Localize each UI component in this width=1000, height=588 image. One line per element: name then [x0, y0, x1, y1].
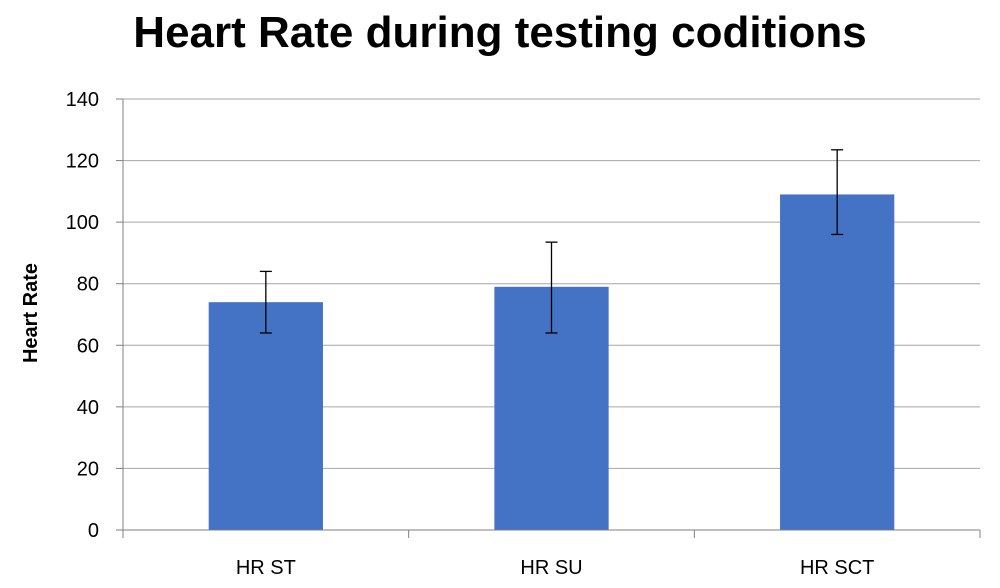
x-category-label: HR SCT — [800, 557, 874, 579]
y-tick-label: 80 — [77, 274, 99, 296]
bar-hr-st — [208, 302, 323, 530]
y-tick-label: 120 — [66, 151, 99, 173]
x-category-label: HR ST — [236, 557, 296, 579]
x-category-label: HR SU — [520, 557, 582, 579]
axes — [116, 98, 981, 538]
y-tick-label: 60 — [77, 335, 99, 357]
bar-hr-sct — [780, 194, 895, 530]
error-bars — [259, 149, 844, 334]
y-tick-label: 40 — [77, 397, 99, 419]
y-tick-label: 20 — [77, 458, 99, 480]
y-tick-label: 0 — [88, 520, 99, 542]
labels: 0 20 40 60 80 100 120 140 HR ST HR SU HR SCT — [66, 89, 875, 579]
bars — [208, 194, 895, 530]
y-axis-title: Heart Rate — [20, 263, 42, 363]
chart-title: Heart Rate during testing coditions — [133, 8, 867, 57]
y-tick-label: 100 — [66, 212, 99, 234]
y-tick-label: 140 — [66, 89, 99, 111]
